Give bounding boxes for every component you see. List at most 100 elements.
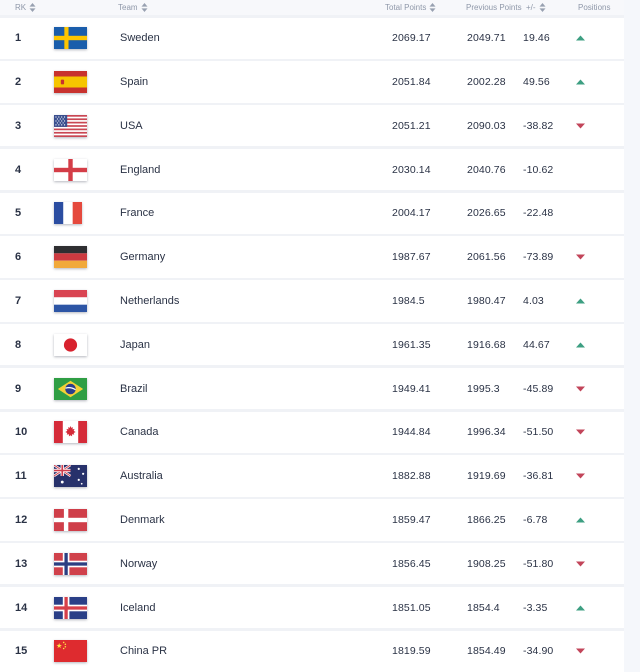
rank-cell: 4 — [15, 163, 22, 176]
flag-isl-icon — [54, 596, 87, 619]
flag-eng-icon — [54, 158, 87, 181]
rank-cell: 2 — [15, 75, 22, 88]
position-up-icon — [574, 517, 586, 523]
position-down-icon — [574, 561, 586, 567]
points-change-cell: 44.67 — [523, 338, 550, 351]
position-up-icon — [574, 298, 586, 304]
team-name: Japan — [120, 338, 150, 351]
column-header-[interactable]: +/- — [526, 0, 546, 15]
column-header-team[interactable]: Team — [118, 0, 148, 15]
flag-chn-icon — [54, 640, 87, 663]
flag-nor-icon — [54, 552, 87, 575]
total-points-cell: 1949.41 — [392, 382, 431, 395]
column-header-previous-points: Previous Points — [466, 0, 522, 15]
points-change-cell: -38.82 — [523, 119, 554, 132]
column-header-total-points[interactable]: Total Points — [385, 0, 436, 15]
flag-usa-icon — [54, 114, 87, 137]
team-name: USA — [120, 119, 143, 132]
total-points-cell: 1859.47 — [392, 513, 431, 526]
table-row[interactable]: 9 Brazil 1949.41 1995.3 -45.89 — [0, 367, 624, 410]
table-row[interactable]: 2 Spain 2051.84 2002.28 49.56 — [0, 61, 624, 103]
total-points-cell: 1882.88 — [392, 470, 431, 483]
rank-cell: 10 — [15, 426, 28, 439]
table-row[interactable]: 14 Iceland 1851.05 1854.4 -3.35 — [0, 586, 624, 629]
table-row[interactable]: 5 France 2004.17 2026.65 -22.48 — [0, 192, 624, 234]
column-header-rk[interactable]: RK — [15, 0, 36, 15]
rank-cell: 3 — [15, 119, 22, 132]
column-label: Team — [118, 3, 138, 12]
team-name: Germany — [120, 251, 166, 264]
table-row[interactable]: 13 Norway 1856.45 1908.25 -51.80 — [0, 543, 624, 585]
team-name: England — [120, 163, 161, 176]
points-change-cell: 19.46 — [523, 32, 550, 45]
points-change-cell: -36.81 — [523, 470, 554, 483]
flag-ger-icon — [54, 246, 87, 269]
column-label: RK — [15, 3, 27, 12]
rank-cell: 6 — [15, 251, 22, 264]
total-points-cell: 1987.67 — [392, 251, 431, 264]
points-change-cell: 49.56 — [523, 75, 550, 88]
table-header: RK Team Total Points Previous Points +/- Posi… — [0, 0, 624, 15]
table-row[interactable]: 8 Japan 1961.35 1916.68 44.67 — [0, 324, 624, 366]
position-down-icon — [574, 429, 586, 435]
rank-cell: 5 — [15, 207, 22, 220]
points-change-cell: -3.35 — [523, 601, 548, 614]
previous-points-cell: 2090.03 — [467, 119, 506, 132]
previous-points-cell: 2061.56 — [467, 251, 506, 264]
position-down-icon — [574, 254, 586, 260]
position-up-icon — [574, 79, 586, 85]
position-up-icon — [574, 35, 586, 41]
table-row[interactable]: 4 England 2030.14 2040.76 -10.62 — [0, 148, 624, 191]
total-points-cell: 2030.14 — [392, 163, 431, 176]
previous-points-cell: 2026.65 — [467, 207, 506, 220]
points-change-cell: -51.80 — [523, 557, 554, 570]
position-down-icon — [574, 123, 586, 129]
position-down-icon — [574, 386, 586, 392]
rank-cell: 8 — [15, 338, 22, 351]
previous-points-cell: 1916.68 — [467, 338, 506, 351]
flag-fra-icon — [54, 202, 82, 225]
table-row[interactable]: 7 Netherlands 1984.5 1980.47 4.03 — [0, 280, 624, 322]
sort-icon[interactable] — [29, 3, 36, 12]
flag-bra-icon — [54, 377, 87, 400]
sort-icon[interactable] — [429, 3, 436, 12]
total-points-cell: 1856.45 — [392, 557, 431, 570]
total-points-cell: 1819.59 — [392, 645, 431, 658]
table-row[interactable]: 10 Canada 1944.84 1996.34 -51.50 — [0, 411, 624, 453]
team-name: Norway — [120, 557, 158, 570]
total-points-cell: 2004.17 — [392, 207, 431, 220]
previous-points-cell: 1995.3 — [467, 382, 500, 395]
previous-points-cell: 2040.76 — [467, 163, 506, 176]
team-name: Sweden — [120, 32, 160, 45]
rank-cell: 15 — [15, 645, 28, 658]
table-row[interactable]: 11 Australia 1882.88 1919.69 -36.81 — [0, 455, 624, 497]
total-points-cell: 1851.05 — [392, 601, 431, 614]
table-row[interactable]: 3 USA 2051.21 2090.03 -38.82 — [0, 105, 624, 147]
table-row[interactable]: 1 Sweden 2069.17 2049.71 19.46 — [0, 17, 624, 59]
rank-cell: 12 — [15, 513, 28, 526]
previous-points-cell: 1866.25 — [467, 513, 506, 526]
team-name: Australia — [120, 470, 163, 483]
table-row[interactable]: 12 Denmark 1859.47 1866.25 -6.78 — [0, 499, 624, 541]
points-change-cell: 4.03 — [523, 294, 544, 307]
flag-swe-icon — [54, 27, 87, 50]
previous-points-cell: 1908.25 — [467, 557, 506, 570]
column-label: Positions — [578, 3, 611, 12]
column-label: Total Points — [385, 3, 427, 12]
rank-cell: 7 — [15, 294, 22, 307]
sort-icon[interactable] — [539, 3, 546, 12]
previous-points-cell: 1854.49 — [467, 645, 506, 658]
previous-points-cell: 1854.4 — [467, 601, 500, 614]
points-change-cell: -51.50 — [523, 426, 554, 439]
rank-cell: 14 — [15, 601, 28, 614]
points-change-cell: -6.78 — [523, 513, 548, 526]
sort-icon[interactable] — [141, 3, 148, 12]
table-row[interactable]: 15 China PR 1819.59 1854.49 -34.90 — [0, 630, 624, 672]
total-points-cell: 1944.84 — [392, 426, 431, 439]
team-name: Iceland — [120, 601, 156, 614]
total-points-cell: 2051.84 — [392, 75, 431, 88]
flag-jpn-icon — [54, 333, 87, 356]
table-row[interactable]: 6 Germany 1987.67 2061.56 -73.89 — [0, 236, 624, 278]
previous-points-cell: 2049.71 — [467, 32, 506, 45]
previous-points-cell: 1996.34 — [467, 426, 506, 439]
